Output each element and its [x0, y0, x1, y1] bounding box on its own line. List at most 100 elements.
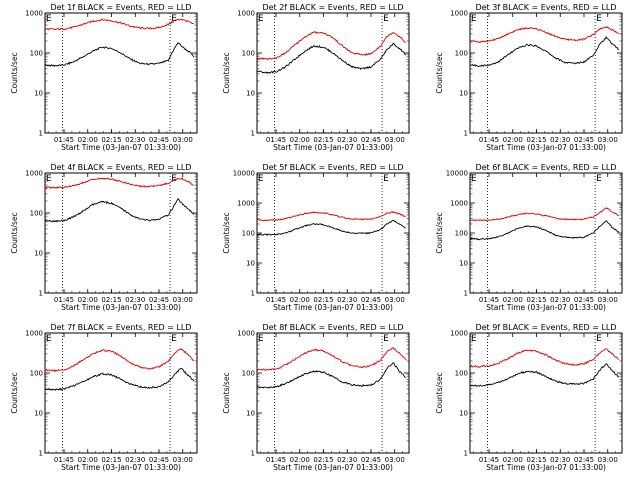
x-tick-label: 02:45	[574, 456, 594, 464]
x-tick-label: 02:00	[78, 296, 98, 304]
marker-label: E	[171, 174, 177, 184]
y-axis-label: Counts/sec	[435, 212, 444, 253]
plot-frame	[256, 12, 410, 134]
x-tick-label: 02:15	[313, 456, 333, 464]
y-axis-label: Counts/sec	[10, 212, 19, 253]
lld-series-line	[44, 176, 194, 189]
y-tick-label: 10	[246, 410, 255, 418]
y-axis-label: Counts/sec	[222, 372, 231, 413]
y-tick-label: 1000	[237, 330, 255, 338]
plot-frame	[469, 332, 623, 454]
corner-flag: E	[46, 14, 52, 24]
y-axis-label: Counts/sec	[222, 52, 231, 93]
y-tick-label: 1	[39, 130, 43, 138]
x-tick-label: 02:00	[503, 296, 523, 304]
events-series-line	[256, 362, 406, 389]
panel-4: Det 4f BLACK = Events, RED = LLD 01:45 02:…	[10, 163, 198, 312]
x-axis-label: Start Time (03-Jan-07 01:33:00)	[486, 303, 606, 312]
y-tick-label: 1000	[450, 200, 468, 208]
y-tick-label: 100	[30, 370, 43, 378]
x-tick-label: 02:45	[149, 456, 169, 464]
y-tick-label: 10000	[446, 170, 468, 178]
x-tick-label: 02:00	[78, 456, 98, 464]
x-tick-label: 01:45	[266, 296, 286, 304]
y-tick-label: 100	[30, 50, 43, 58]
x-tick-label: 03:00	[598, 296, 618, 304]
panel-title: Det 8f BLACK = Events, RED = LLD	[262, 323, 403, 332]
x-tick-label: 02:00	[290, 456, 310, 464]
events-series-line	[44, 42, 195, 67]
panel-title: Det 4f BLACK = Events, RED = LLD	[50, 163, 191, 172]
x-tick-label: 02:30	[337, 456, 357, 464]
events-series-line	[44, 367, 195, 391]
marker-label: E	[596, 14, 602, 24]
corner-flag: E	[258, 14, 264, 24]
y-tick-label: 10	[459, 90, 468, 98]
x-tick-label: 01:45	[54, 296, 74, 304]
lld-series-line	[44, 348, 194, 373]
x-tick-label: 01:45	[479, 136, 499, 144]
x-axis-label: Start Time (03-Jan-07 01:33:00)	[273, 143, 393, 152]
panel-7: Det 7f BLACK = Events, RED = LLD 01:45 02:…	[10, 323, 198, 472]
y-tick-label: 1000	[25, 330, 43, 338]
panel-title: Det 1f BLACK = Events, RED = LLD	[50, 3, 191, 12]
x-tick-label: 02:30	[337, 136, 357, 144]
plot-frame	[469, 172, 623, 294]
events-series-line	[44, 198, 195, 223]
plot-frame	[256, 172, 410, 294]
x-tick-label: 03:00	[385, 136, 405, 144]
y-axis-label: Counts/sec	[10, 372, 19, 413]
x-tick-label: 03:00	[598, 136, 618, 144]
panel-3: Det 3f BLACK = Events, RED = LLD 01:45 02:…	[435, 3, 623, 152]
y-tick-label: 1000	[450, 10, 468, 18]
marker-label: E	[383, 174, 389, 184]
x-tick-label: 02:30	[550, 136, 570, 144]
panel-title: Det 7f BLACK = Events, RED = LLD	[50, 323, 191, 332]
x-tick-label: 02:15	[101, 296, 121, 304]
events-series-line	[469, 220, 620, 241]
y-tick-label: 1	[464, 290, 468, 298]
panel-title: Det 3f BLACK = Events, RED = LLD	[475, 3, 616, 12]
x-axis-label: Start Time (03-Jan-07 01:33:00)	[486, 463, 606, 472]
x-tick-label: 02:30	[125, 456, 145, 464]
x-tick-label: 02:45	[574, 136, 594, 144]
x-axis-label: Start Time (03-Jan-07 01:33:00)	[61, 143, 181, 152]
x-tick-label: 01:45	[266, 456, 286, 464]
y-tick-label: 10	[459, 410, 468, 418]
x-tick-label: 01:45	[479, 456, 499, 464]
y-tick-label: 1	[39, 290, 43, 298]
events-series-line	[256, 219, 406, 236]
panel-5: Det 5f BLACK = Events, RED = LLD 01:45 02:…	[222, 163, 410, 312]
y-tick-label: 1000	[237, 200, 255, 208]
events-series-line	[256, 42, 407, 75]
panel-1: Det 1f BLACK = Events, RED = LLD 01:45 02:…	[10, 3, 198, 152]
y-tick-label: 1	[39, 450, 43, 458]
x-tick-label: 03:00	[173, 296, 193, 304]
y-tick-label: 100	[455, 50, 468, 58]
y-tick-label: 1	[464, 450, 468, 458]
x-tick-label: 03:00	[173, 456, 193, 464]
x-tick-label: 01:45	[266, 136, 286, 144]
events-series-line	[469, 363, 620, 387]
x-tick-label: 02:30	[550, 296, 570, 304]
corner-flag: E	[46, 174, 52, 184]
x-tick-label: 02:00	[503, 456, 523, 464]
corner-flag: E	[258, 174, 264, 184]
x-axis-label: Start Time (03-Jan-07 01:33:00)	[61, 303, 181, 312]
x-tick-label: 02:45	[574, 296, 594, 304]
marker-label: E	[383, 334, 389, 344]
corner-flag: E	[258, 334, 264, 344]
x-tick-label: 03:00	[385, 296, 405, 304]
marker-label: E	[596, 334, 602, 344]
panel-title: Det 5f BLACK = Events, RED = LLD	[262, 163, 403, 172]
x-tick-label: 02:00	[290, 136, 310, 144]
lld-series-line	[256, 347, 407, 372]
lld-series-line	[469, 348, 620, 368]
corner-flag: E	[471, 14, 477, 24]
x-tick-label: 02:15	[313, 136, 333, 144]
x-axis-label: Start Time (03-Jan-07 01:33:00)	[486, 143, 606, 152]
y-axis-label: Counts/sec	[435, 372, 444, 413]
lld-series-line	[256, 210, 406, 222]
plot-frame	[469, 12, 623, 134]
